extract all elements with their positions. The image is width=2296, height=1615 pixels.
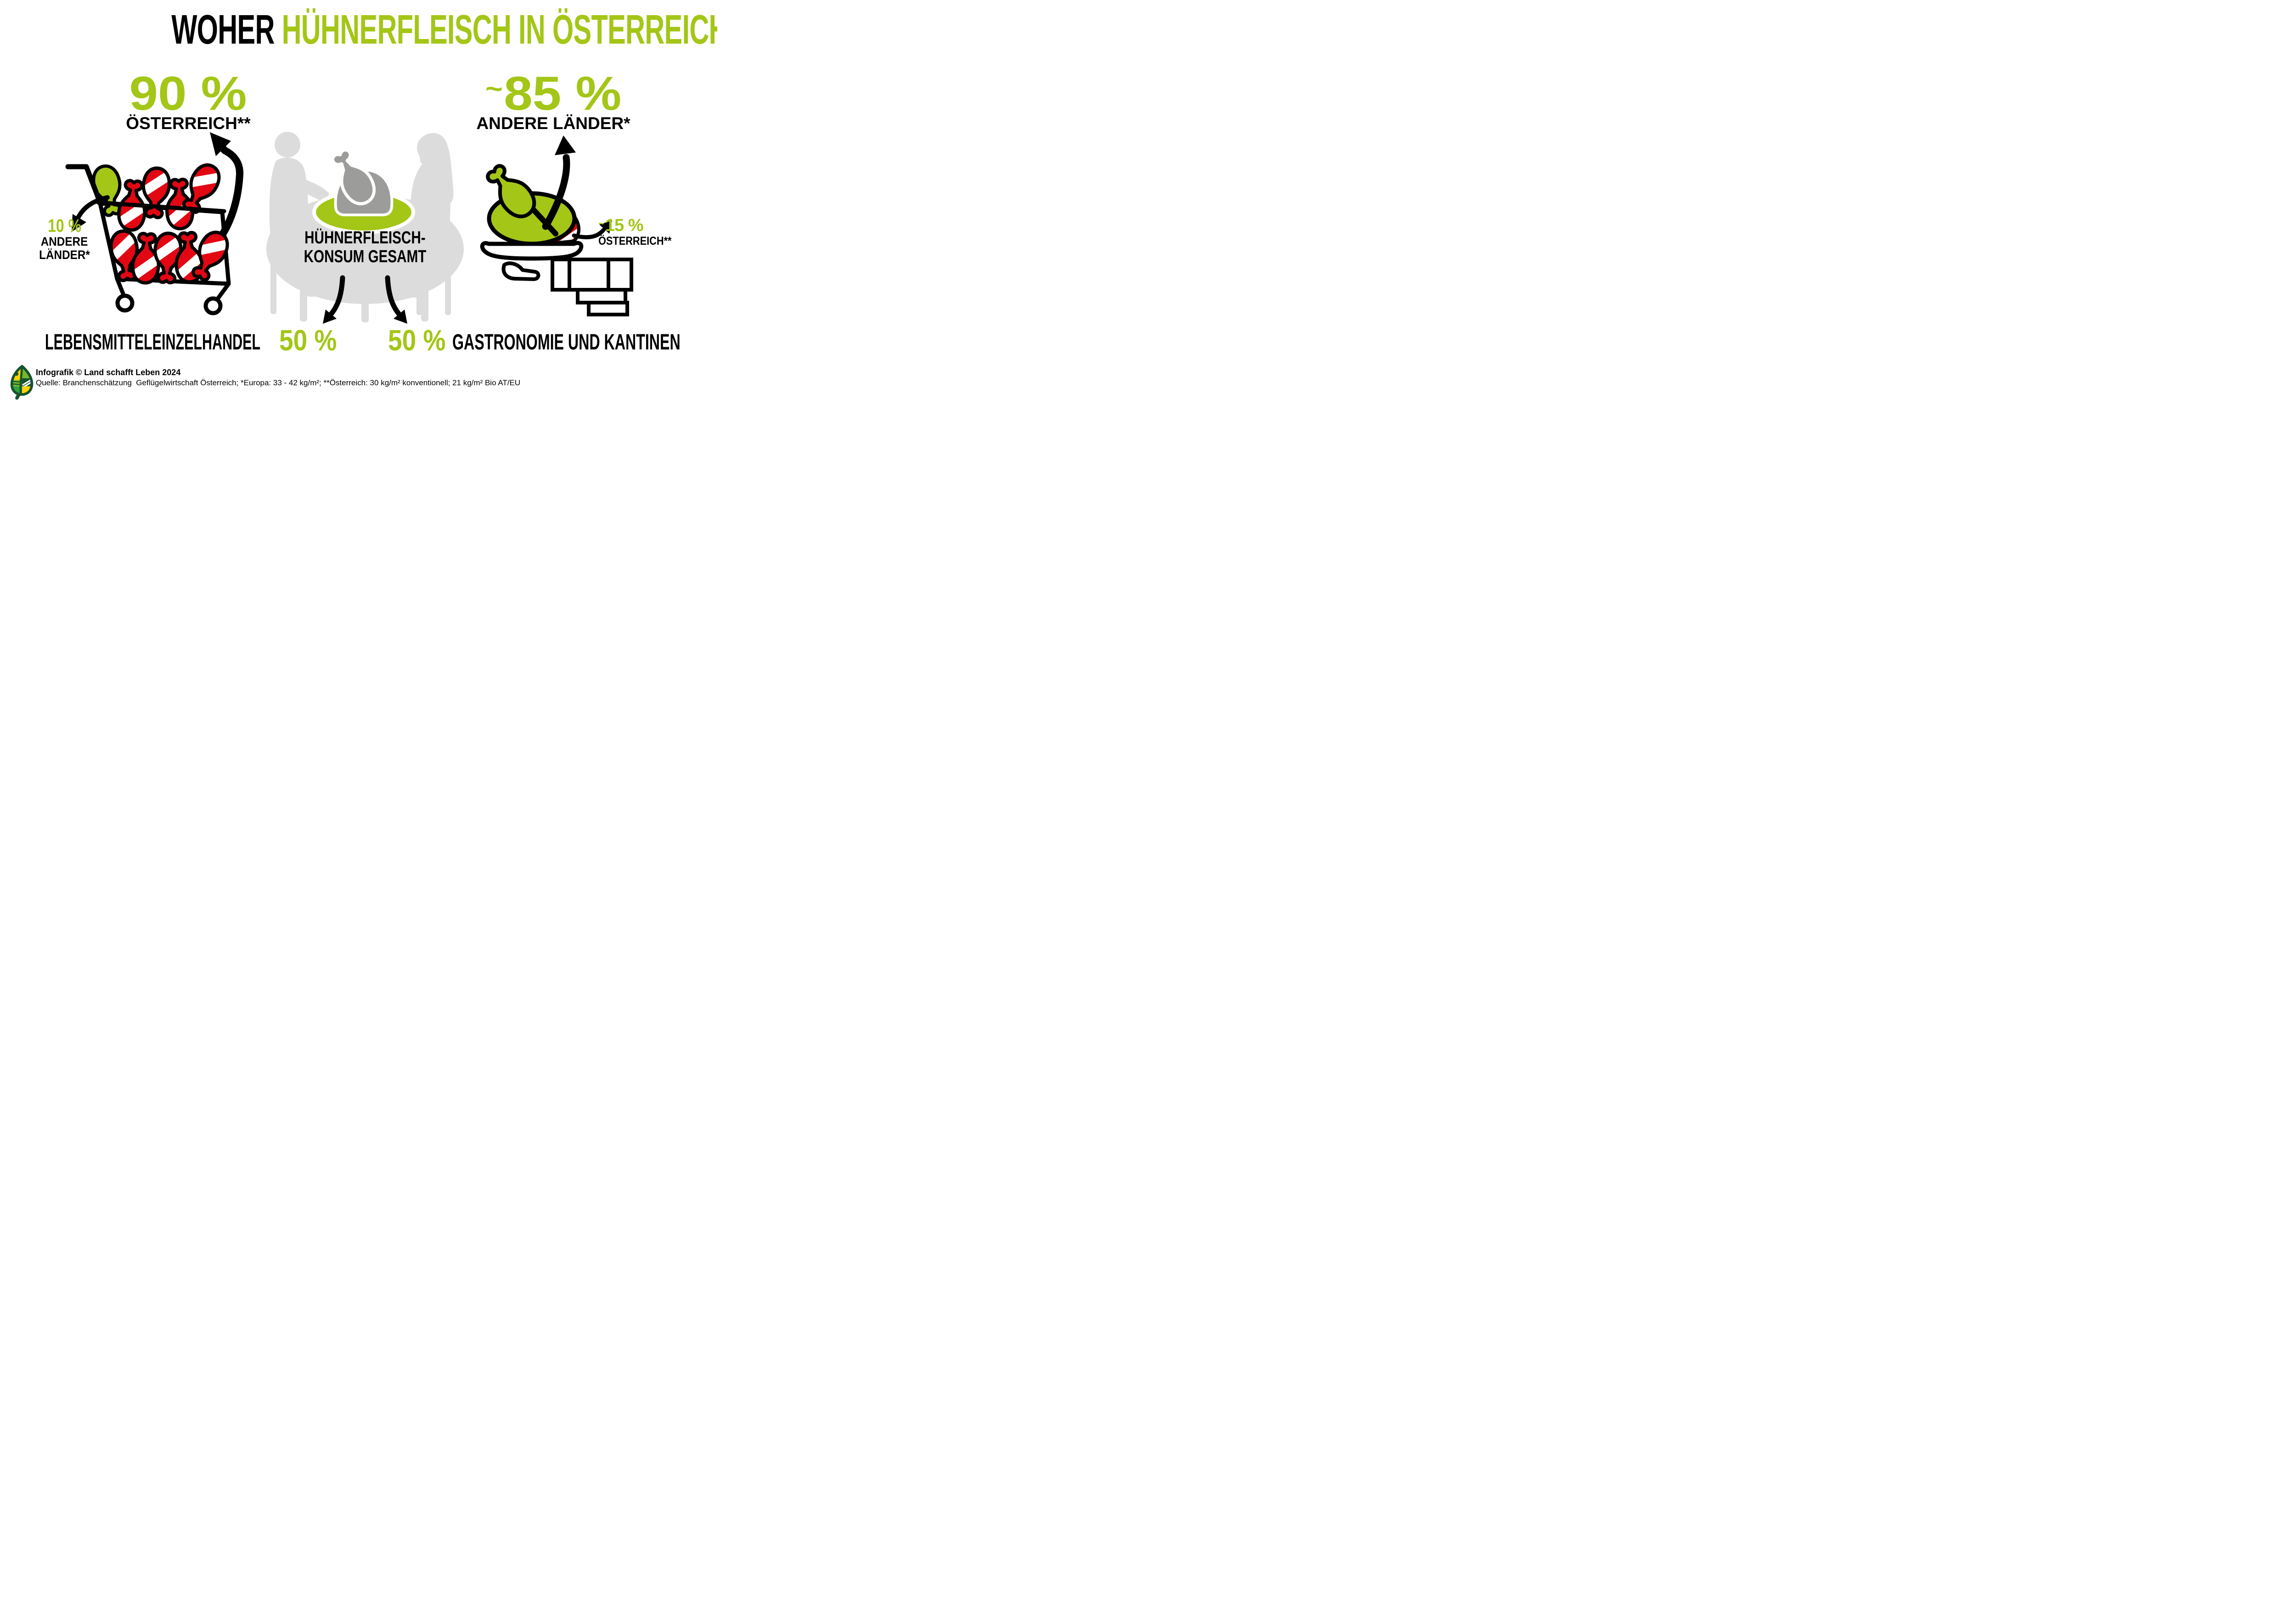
serving-tray-graphic — [478, 135, 633, 316]
napkin-icon — [551, 258, 633, 316]
dining-scene-graphic — [266, 132, 464, 324]
channel-retail-label: LEBENSMITTELEINZELHANDEL — [45, 330, 261, 355]
gastro-domestic-label: ÖSTERREICH** — [598, 235, 672, 248]
footer-source: Quelle: Branchenschätzung Geflügelwirtsc… — [36, 378, 521, 387]
page-title: WOHER HÜHNERFLEISCH IN ÖSTERREICH KOMMT — [0, 9, 717, 51]
approx-tilde: ~ — [598, 217, 605, 229]
arrow-right-icon — [572, 220, 612, 240]
footer-credit: Infografik © Land schafft Leben 2024 — [36, 368, 181, 377]
waiter-hand-icon — [501, 261, 540, 281]
retail-import-label: ANDERE LÄNDER* — [39, 235, 90, 262]
arrow-up-icon — [542, 135, 576, 230]
gastro-foreign-value: ~85 % — [485, 67, 622, 120]
channel-retail-value: 50 % — [279, 324, 337, 357]
arrow-down-right-split-icon — [385, 275, 407, 324]
channel-gastro-label: GASTRONOMIE UND KANTINEN — [452, 330, 681, 355]
retail-domestic-value: 90 % — [129, 67, 247, 120]
channel-gastro-value: 50 % — [388, 324, 446, 357]
retail-domestic-label: ÖSTERREICH** — [126, 114, 251, 133]
gastro-foreign-label: ANDERE LÄNDER* — [476, 114, 630, 133]
shopping-cart-graphic — [65, 132, 257, 315]
arrow-down-left-icon — [72, 195, 110, 232]
cart-handle — [65, 164, 226, 214]
roast-chicken-icon — [326, 146, 394, 216]
serving-tray-icon — [480, 241, 584, 261]
consumption-total-label: HÜHNERFLEISCH- KONSUM GESAMT — [304, 228, 427, 267]
arrow-down-left-split-icon — [323, 275, 345, 324]
retail-import-value: 10 % — [48, 216, 81, 236]
title-part-1: WOHER — [171, 7, 275, 53]
title-part-2: HÜHNERFLEISCH IN ÖSTERREICH — [281, 7, 717, 53]
infographic-canvas: WOHER HÜHNERFLEISCH IN ÖSTERREICH KOMMT … — [0, 0, 717, 404]
gastro-domestic-value: ~15 % — [598, 216, 643, 235]
stat-gastro-domestic: ~15 % ÖSTERREICH** — [598, 217, 681, 248]
approx-tilde: ~ — [485, 73, 504, 104]
stat-retail-domestic: 90 % ÖSTERREICH** — [115, 70, 262, 133]
stat-gastro-foreign: ~85 % ANDERE LÄNDER* — [473, 70, 634, 133]
leaf-logo-icon — [10, 365, 34, 400]
dining-table-icon — [266, 194, 464, 322]
stat-retail-import: 10 % ANDERE LÄNDER* — [36, 217, 93, 262]
cart-wheels — [115, 276, 231, 315]
